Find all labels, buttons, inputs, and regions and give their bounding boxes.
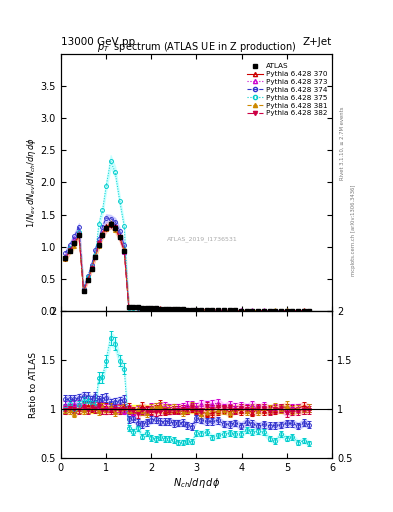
Text: Rivet 3.1.10, ≥ 2.7M events: Rivet 3.1.10, ≥ 2.7M events: [340, 106, 345, 180]
Title: $p_T$  spectrum (ATLAS UE in Z production): $p_T$ spectrum (ATLAS UE in Z production…: [97, 39, 296, 54]
Y-axis label: $1/N_{ev}\,dN_{ev}/dN_{ch}/d\eta\,d\phi$: $1/N_{ev}\,dN_{ev}/dN_{ch}/d\eta\,d\phi$: [25, 137, 38, 228]
Text: ATLAS_2019_I1736531: ATLAS_2019_I1736531: [167, 236, 237, 242]
Y-axis label: Ratio to ATLAS: Ratio to ATLAS: [29, 352, 38, 418]
Text: 13000 GeV pp: 13000 GeV pp: [61, 37, 135, 47]
Legend: ATLAS, Pythia 6.428 370, Pythia 6.428 373, Pythia 6.428 374, Pythia 6.428 375, P: ATLAS, Pythia 6.428 370, Pythia 6.428 37…: [247, 62, 329, 117]
Text: mcplots.cern.ch [arXiv:1306.3436]: mcplots.cern.ch [arXiv:1306.3436]: [351, 185, 356, 276]
Text: Z+Jet: Z+Jet: [303, 37, 332, 47]
X-axis label: $N_{ch}/d\eta\,d\phi$: $N_{ch}/d\eta\,d\phi$: [173, 476, 220, 490]
